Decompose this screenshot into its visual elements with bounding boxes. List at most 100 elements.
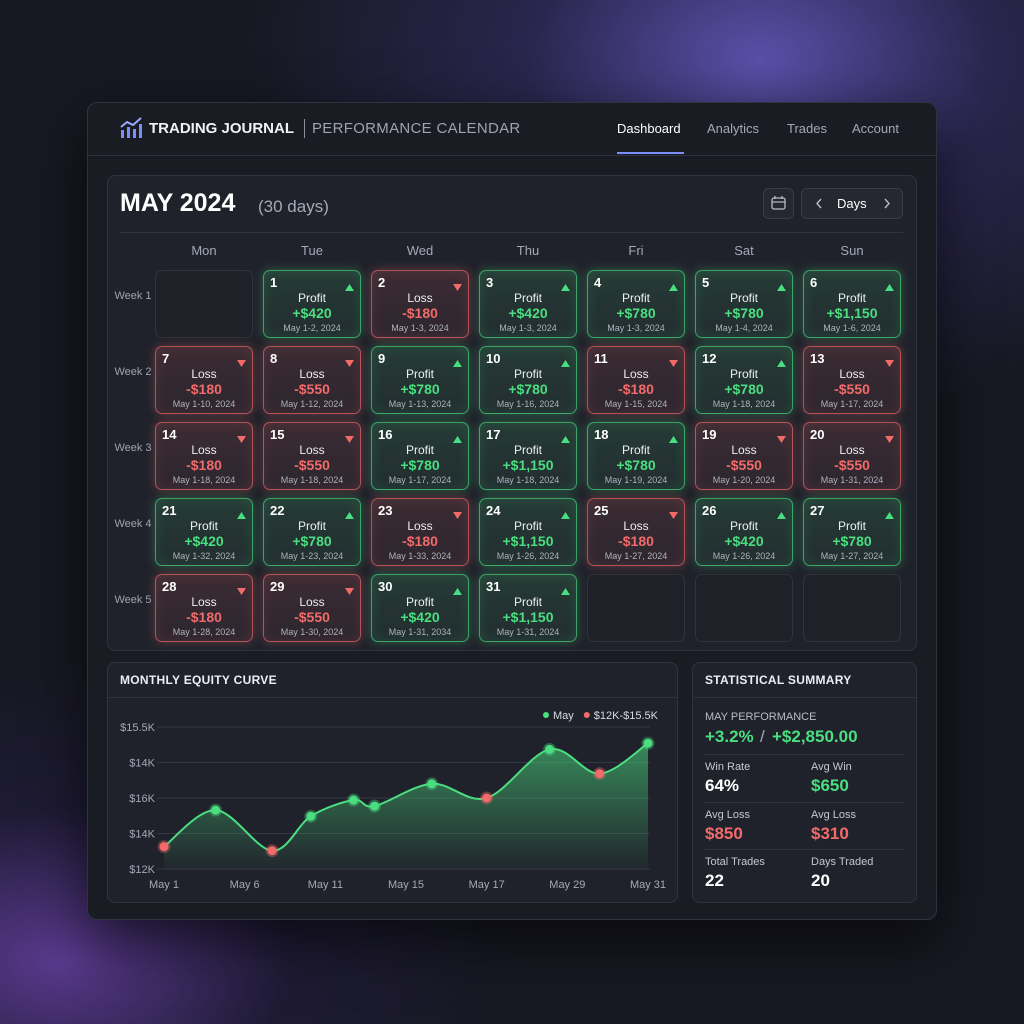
day-cell[interactable] [155, 498, 253, 566]
day-label: Loss [407, 291, 433, 305]
trend-arrow [561, 507, 571, 519]
day-cell[interactable] [155, 574, 253, 642]
day-label: Profit [405, 595, 434, 609]
equity-point [593, 767, 607, 781]
calendar-icon [771, 196, 786, 210]
nav-item[interactable]: Account [852, 121, 899, 136]
nav-item[interactable]: Analytics [707, 121, 760, 136]
day-amount: +$420 [400, 609, 440, 625]
view-label[interactable]: Days [837, 196, 867, 211]
day-amount: +$420 [508, 305, 548, 321]
day-cell[interactable] [479, 574, 577, 642]
day-number: 30 [378, 579, 393, 594]
day-cell[interactable] [803, 422, 901, 490]
weekday-label: Wed [406, 243, 434, 258]
day-cell[interactable] [371, 270, 469, 338]
day-amount: +$420 [184, 533, 224, 549]
day-cell[interactable] [803, 346, 901, 414]
trend-icon [885, 512, 894, 519]
day-date: May 1-31, 2024 [820, 475, 884, 485]
day-cell[interactable] [479, 422, 577, 490]
legend-swatch [583, 712, 590, 718]
day-label: Loss [839, 367, 865, 381]
day-cell[interactable] [695, 270, 793, 338]
day-label: Profit [513, 595, 542, 609]
nav-item[interactable]: Trades [787, 121, 827, 136]
empty-cell [155, 270, 253, 338]
day-number: 16 [378, 427, 393, 442]
day-cell[interactable] [371, 498, 469, 566]
day-cell[interactable] [803, 498, 901, 566]
trend-arrow [777, 355, 787, 367]
day-cell[interactable] [263, 346, 361, 414]
day-cell[interactable] [263, 270, 361, 338]
day-amount: +$780 [616, 305, 656, 321]
day-amount: -$180 [402, 305, 438, 321]
day-cell[interactable] [155, 346, 253, 414]
day-date: May 1-19, 2024 [604, 475, 668, 485]
trend-icon [561, 284, 570, 291]
trend-arrow [669, 279, 679, 291]
day-date: May 1-33, 2024 [388, 551, 452, 561]
equity-point [347, 793, 361, 807]
day-cell[interactable] [479, 270, 577, 338]
day-date: May 1-2, 2024 [283, 323, 341, 333]
day-cell[interactable] [587, 498, 685, 566]
trend-arrow [777, 431, 787, 443]
calendar-button[interactable] [763, 188, 794, 219]
day-cell[interactable] [587, 346, 685, 414]
day-label: Loss [839, 443, 865, 457]
day-date: May 1-3, 2024 [391, 323, 449, 333]
day-cell[interactable] [263, 422, 361, 490]
day-cell[interactable] [263, 498, 361, 566]
day-amount: +$780 [400, 457, 440, 473]
trend-arrow [237, 507, 247, 519]
day-date: May 1-12, 2024 [280, 399, 344, 409]
weekday-label: Thu [516, 243, 540, 258]
logo-icon [120, 117, 142, 138]
day-cell[interactable] [479, 498, 577, 566]
day-label: Loss [299, 443, 325, 457]
day-cell[interactable] [695, 498, 793, 566]
calendar-divider [120, 232, 903, 233]
nav-item[interactable]: Dashboard [617, 121, 681, 136]
day-amount: +$780 [508, 381, 548, 397]
day-cell[interactable] [695, 346, 793, 414]
day-label: Loss [299, 595, 325, 609]
trend-arrow [453, 355, 463, 367]
day-label: Profit [621, 443, 650, 457]
trend-icon [777, 360, 786, 367]
trend-icon [885, 360, 894, 367]
view-selector[interactable] [801, 188, 903, 219]
day-date: May 1-18, 2024 [496, 475, 560, 485]
trend-arrow [453, 279, 463, 291]
day-cell[interactable] [371, 422, 469, 490]
day-label: Loss [731, 443, 757, 457]
day-number: 20 [810, 427, 825, 442]
day-cell[interactable] [371, 346, 469, 414]
day-cell[interactable] [371, 574, 469, 642]
x-tick-label: May 11 [308, 879, 343, 891]
weekday-label: Sun [840, 243, 864, 258]
day-cell[interactable] [479, 346, 577, 414]
day-cell[interactable] [695, 422, 793, 490]
day-amount: +$780 [616, 457, 656, 473]
day-date: May 1-27, 2024 [820, 551, 884, 561]
day-label: Profit [621, 291, 650, 305]
y-tick-label: $15.5K [120, 722, 156, 734]
performance-label: MAY PERFORMANCE [705, 711, 817, 723]
day-cell[interactable] [587, 422, 685, 490]
day-date: May 1-18, 2024 [172, 475, 236, 485]
performance-sep: / [760, 727, 765, 746]
day-cell[interactable] [803, 270, 901, 338]
day-date: May 1-17, 2024 [820, 399, 884, 409]
trend-arrow [885, 431, 895, 443]
day-number: 1 [270, 275, 278, 290]
day-cell[interactable] [263, 574, 361, 642]
nav-active-indicator [617, 152, 684, 154]
day-cell[interactable] [155, 422, 253, 490]
day-cell[interactable] [587, 270, 685, 338]
stat-value: $650 [811, 776, 849, 795]
day-number: 27 [810, 503, 825, 518]
y-tick-label: $14K [129, 758, 155, 770]
